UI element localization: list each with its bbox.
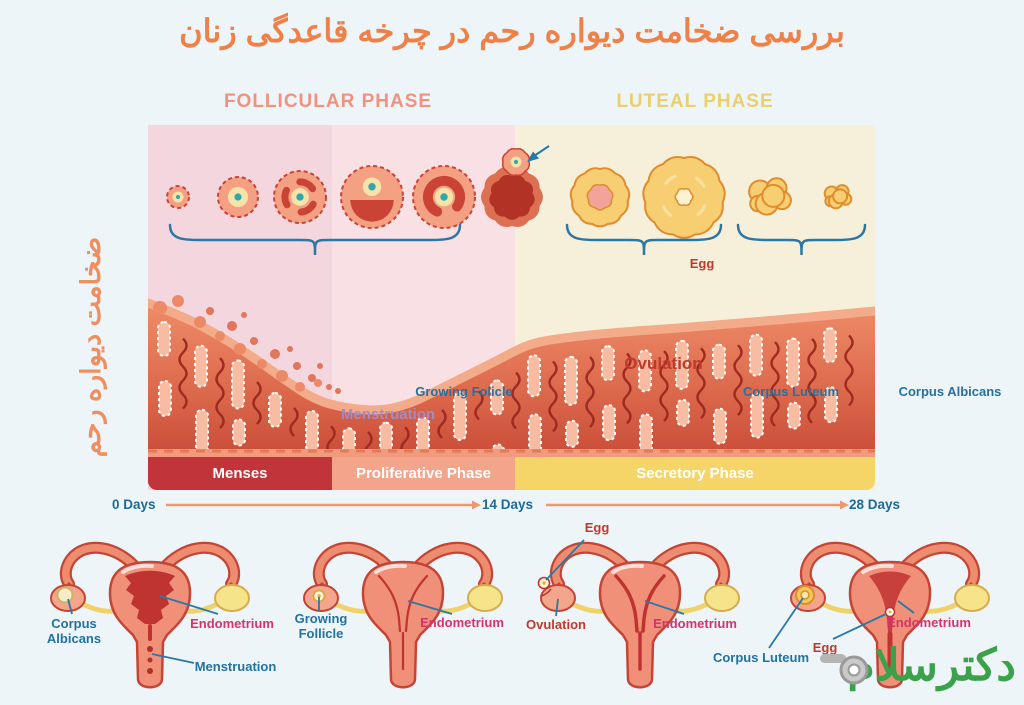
uterus-figure-menstruation <box>25 518 275 700</box>
uterus-illustration <box>537 541 740 689</box>
uterus-figure-secretory <box>765 518 1015 700</box>
egg-label: Egg <box>689 256 715 271</box>
corpus-albicans-label: Corpus Albicans <box>898 384 1002 399</box>
timeline-0-days: 0 Days <box>112 497 156 512</box>
uterus-illustration <box>303 541 503 689</box>
watermark-text: دکترسلام <box>847 641 1016 690</box>
watermark-logo: دکترسلام <box>819 634 1016 698</box>
arrowhead-14-days <box>472 500 481 510</box>
corpus-luteum-label: Corpus Luteum <box>742 384 840 399</box>
menstruation-label: Menstruation <box>340 406 436 423</box>
figure-label-menstruation: Menstruation <box>194 659 277 674</box>
growing-folicle-label: Growing Folicle <box>415 384 513 399</box>
timeline-28-days: 28 Days <box>849 497 901 512</box>
follicular-phase-header: FOLLICULAR PHASE <box>223 91 433 112</box>
figure-label-endometrium: Endometrium <box>420 615 504 630</box>
arrowhead-28-days <box>840 500 849 510</box>
uterus-figure-ovulation <box>515 518 765 700</box>
y-axis-label: ضخامت دیواره رحم <box>76 236 106 458</box>
uterus-illustration <box>790 541 990 689</box>
figure-label-egg: Egg <box>584 520 610 535</box>
phase-bar-segment: Secretory Phase <box>515 457 875 490</box>
stethoscope-icon <box>819 654 869 685</box>
phase-bar-segment: Proliferative Phase <box>332 457 515 490</box>
figure-label-endometrium: Endometrium <box>653 616 737 631</box>
figure-label-egg: Egg <box>812 640 838 655</box>
phase-bar-segment: Menses <box>148 457 332 490</box>
page-title: بررسی ضخامت دیواره رحم در چرخه قاعدگی زن… <box>179 13 845 49</box>
figure-label-endometrium: Endometrium <box>190 616 274 631</box>
cycle-chart: Menses Proliferative Phase Secretory Phase… <box>148 125 1001 490</box>
timeline-14-days: 14 Days <box>482 497 534 512</box>
figure-label-ovulation: Ovulation <box>526 617 586 632</box>
ovulation-label: Ovulation <box>624 354 703 373</box>
figure-label-endometrium: Endometrium <box>887 615 971 630</box>
figure-label-corpus-luteum: Corpus Luteum <box>712 650 810 665</box>
phase-bar: Menses Proliferative Phase Secretory Phase <box>148 457 875 490</box>
figure-label-corpus-albicans: Corpus Albicans <box>46 616 102 646</box>
uterus-figure-proliferative <box>278 518 528 700</box>
luteal-phase-header: LUTEAL PHASE <box>616 91 774 112</box>
figure-label-growing-follicle: Growing Follicle <box>294 611 348 641</box>
uterus-illustration <box>50 541 250 689</box>
cycle-chart-canvas <box>148 125 875 490</box>
